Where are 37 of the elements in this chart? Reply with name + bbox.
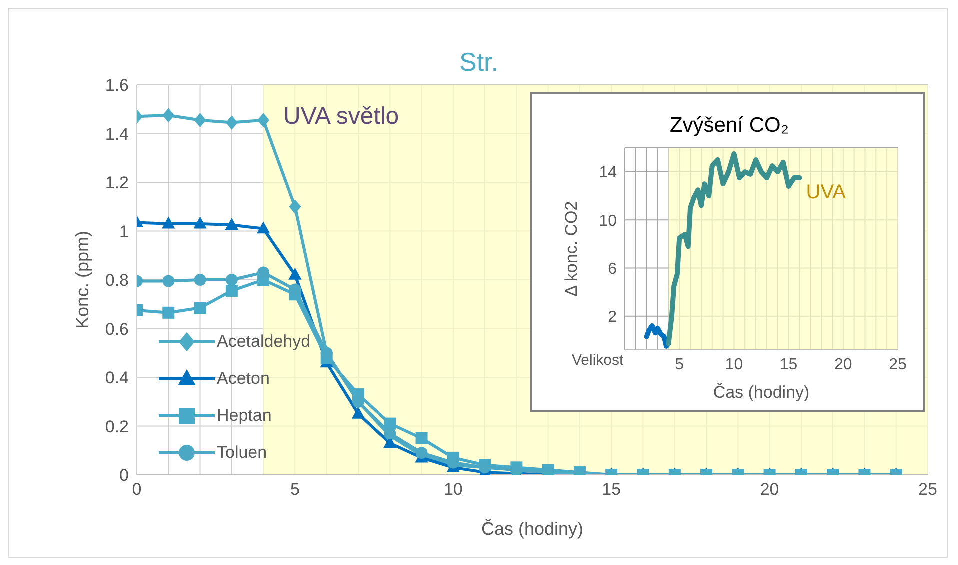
x-tick-label: 25: [918, 480, 938, 500]
y-tick-label: 0.6: [105, 320, 129, 339]
legend-label: Heptan: [217, 406, 272, 426]
band-label: UVA: [806, 182, 847, 204]
y-tick-label: 0.2: [105, 417, 129, 436]
x-tick-label: 0: [132, 480, 142, 500]
y-tick-label: 0.8: [105, 271, 129, 290]
chart-title: Zvýšení CO₂: [668, 114, 790, 138]
y-tick-label: 1.2: [105, 174, 129, 193]
y-tick-label: 10: [599, 212, 618, 230]
legend-label: Toluen: [217, 442, 268, 462]
chart-title: Str.: [458, 47, 500, 78]
y-tick-label: 14: [599, 164, 618, 182]
x-tick-label: 20: [760, 480, 780, 500]
x-axis-title: Čas (hodiny): [481, 519, 584, 539]
y-tick-label: 0.4: [105, 368, 129, 388]
y-tick-label: 1.4: [105, 124, 129, 144]
annotation: Velikost: [572, 352, 624, 369]
x-tick-label: 10: [725, 356, 744, 374]
x-tick-label: 20: [834, 356, 852, 374]
x-tick-label: 10: [444, 480, 463, 500]
band-label: UVA světlo: [283, 103, 400, 130]
y-tick-label: 1.6: [105, 76, 129, 96]
y-tick-label: 6: [608, 260, 618, 278]
x-tick-label: 5: [290, 480, 300, 500]
y-axis-title: Δ konc. CO2: [562, 201, 582, 297]
legend-label: Aceton: [217, 368, 270, 388]
y-tick-label: 1: [120, 222, 129, 242]
y-tick-label: 0: [120, 466, 129, 486]
y-tick-label: 2: [608, 309, 618, 326]
x-tick-label: 15: [602, 480, 622, 500]
x-axis-title: Čas (hodiny): [713, 383, 810, 402]
y-axis-title: Konc. (ppm): [72, 230, 92, 330]
x-tick-label: 5: [675, 356, 684, 374]
x-tick-label: 25: [889, 356, 907, 374]
x-tick-label: 15: [780, 356, 798, 374]
legend-label: Acetaldehyd: [217, 332, 311, 352]
